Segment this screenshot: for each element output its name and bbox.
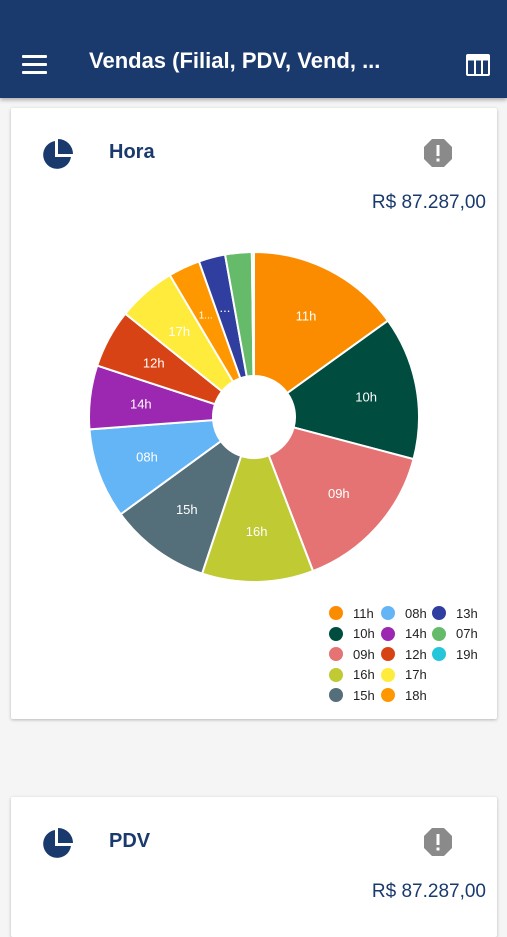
- menu-icon[interactable]: [22, 55, 48, 75]
- pie-chart-icon: [43, 139, 73, 169]
- legend-item-19h[interactable]: 19h: [432, 644, 478, 664]
- legend-item-11h[interactable]: 11h: [329, 603, 374, 623]
- card-title: PDV: [109, 830, 151, 852]
- slice-label-10h: 10h: [355, 389, 377, 404]
- pie-slice-16h[interactable]: [200, 453, 315, 583]
- legend-label: 08h: [405, 605, 427, 621]
- pie-slice-15h[interactable]: [119, 439, 243, 575]
- legend-label: 17h: [405, 667, 427, 682]
- legend-label: 10h: [353, 626, 375, 641]
- legend-label: 11h: [353, 605, 374, 621]
- pie-slice-10h[interactable]: [285, 319, 420, 461]
- legend-label: 15h: [353, 687, 375, 703]
- legend-label: 12h: [405, 646, 427, 662]
- page-title: Vendas (Filial, PDV, Vend, ...: [89, 48, 381, 73]
- slice-label-13h: ...: [219, 300, 230, 315]
- slice-label-08h: 08h: [136, 449, 158, 464]
- slice-label-09h: 09h: [328, 486, 350, 501]
- pie-slice-19h[interactable]: [250, 250, 255, 378]
- app-bar: Vendas (Filial, PDV, Vend, ...: [0, 0, 507, 98]
- card-title: Hora: [109, 141, 155, 163]
- slice-label-12h: 12h: [143, 356, 165, 371]
- legend-dot: [432, 626, 446, 641]
- legend-item-14h[interactable]: 14h: [381, 624, 427, 644]
- pie-chart-icon: [43, 828, 73, 858]
- total-value: R$ 87.287,00: [371, 192, 486, 213]
- legend-item-15h[interactable]: 15h: [329, 685, 375, 705]
- legend-dot: [329, 667, 343, 682]
- legend-item-12h[interactable]: 12h: [381, 644, 427, 664]
- legend-label: 09h: [353, 646, 375, 662]
- legend-label: 07h: [456, 626, 478, 641]
- legend-dot: [329, 647, 343, 661]
- pdv-card: PDV R$ 87.287,00: [11, 797, 497, 937]
- slice-label-18h: 1...: [199, 311, 213, 322]
- slice-label-14h: 14h: [130, 396, 152, 411]
- legend-item-08h[interactable]: 08h: [381, 603, 427, 623]
- alert-icon[interactable]: [423, 827, 453, 857]
- legend-item-16h[interactable]: 16h: [329, 665, 375, 685]
- slice-label-17h: 17h: [168, 324, 190, 339]
- pie-slice-11h[interactable]: [253, 250, 390, 395]
- legend-dot: [381, 688, 395, 702]
- legend-dot: [329, 606, 343, 620]
- legend-item-09h[interactable]: 09h: [329, 644, 375, 664]
- legend-dot: [432, 606, 446, 620]
- hora-card: Hora R$ 87.287,00 11h 10h 09h 16h 15h 08h 14h 1…: [11, 108, 497, 719]
- legend-label: 19h: [456, 646, 478, 662]
- legend-item-10h[interactable]: 10h: [329, 624, 375, 644]
- legend-dot: [381, 647, 395, 661]
- table-view-icon[interactable]: [465, 53, 491, 77]
- alert-icon[interactable]: [423, 138, 453, 168]
- total-value: R$ 87.287,00: [371, 881, 486, 902]
- slice-label-15h: 15h: [176, 502, 198, 517]
- slice-label-11h: 11h: [296, 309, 317, 324]
- legend-label: 18h: [405, 687, 427, 703]
- legend-label: 14h: [405, 626, 427, 641]
- legend-label: 13h: [456, 605, 478, 621]
- legend-item-18h[interactable]: 18h: [381, 685, 427, 705]
- legend-dot: [432, 647, 446, 661]
- legend-label: 16h: [353, 667, 375, 682]
- slice-label-16h: 16h: [246, 524, 268, 539]
- legend-item-17h[interactable]: 17h: [381, 665, 427, 685]
- legend-dot: [329, 626, 343, 641]
- legend-dot: [381, 606, 395, 620]
- legend-dot: [329, 688, 343, 702]
- hora-pie-chart: 11h 10h 09h 16h 15h 08h 14h 12h 17h 1......: [88, 250, 420, 583]
- legend-dot: [381, 626, 395, 641]
- legend-item-13h[interactable]: 13h: [432, 603, 478, 623]
- legend-item-07h[interactable]: 07h: [432, 624, 478, 644]
- legend-dot: [381, 667, 395, 682]
- pie-slice-09h[interactable]: [267, 426, 415, 573]
